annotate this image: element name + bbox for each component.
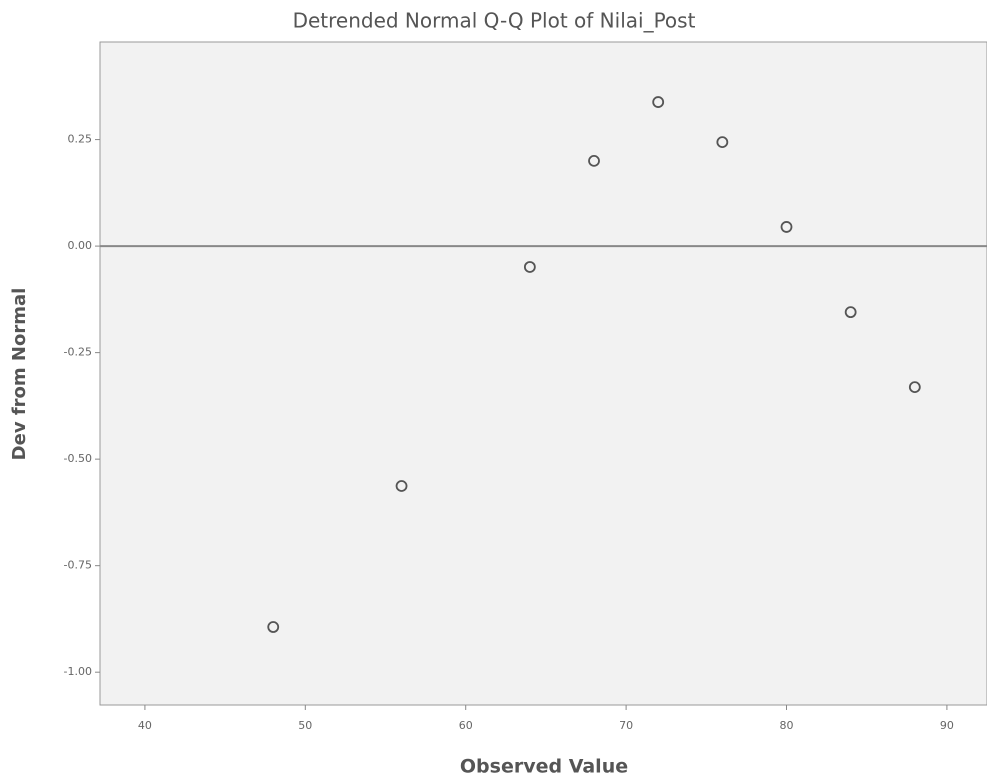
y-axis-label: Dev from Normal <box>9 288 30 461</box>
y-tick-label: 0.00 <box>68 239 93 252</box>
x-tick-label: 70 <box>619 719 633 732</box>
point <box>523 261 536 273</box>
point <box>395 480 408 492</box>
y-tick-label: -0.75 <box>64 559 92 572</box>
chart-title: Detrended Normal Q-Q Plot of Nilai_Post <box>293 9 696 33</box>
x-tick-label: 80 <box>780 719 794 732</box>
point <box>780 221 793 233</box>
y-tick-label: -0.25 <box>64 346 92 359</box>
x-tick-label: 90 <box>940 719 954 732</box>
y-tick-label: -0.50 <box>64 452 92 465</box>
y-tick-label: -1.00 <box>64 665 92 678</box>
x-tick-label: 40 <box>138 719 152 732</box>
point <box>908 381 921 394</box>
point <box>716 136 729 149</box>
point <box>844 306 857 319</box>
x-tick-label: 50 <box>298 719 312 732</box>
point <box>588 154 600 167</box>
y-tick-label: 0.25 <box>68 133 93 146</box>
point <box>652 96 665 108</box>
x-tick-label: 60 <box>459 719 473 732</box>
plot-area <box>99 41 987 706</box>
x-axis-label: Observed Value <box>460 756 628 778</box>
point <box>267 621 280 633</box>
